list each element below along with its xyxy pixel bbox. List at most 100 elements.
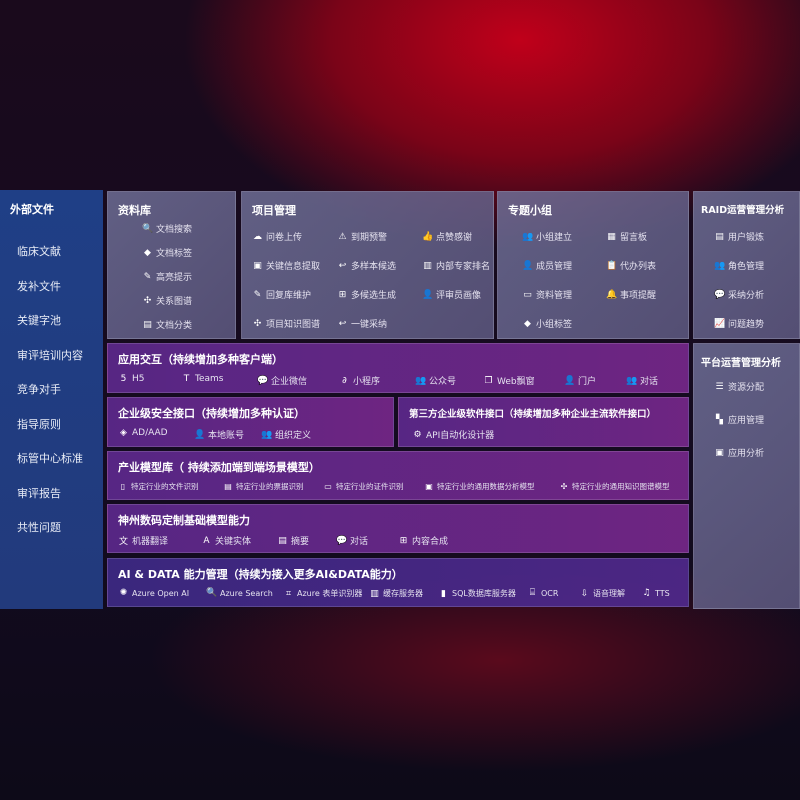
sidebar-item[interactable]: 审评培训内容 [17,348,83,362]
group-item[interactable]: ▦ 留言板 [606,230,647,244]
trend-icon: 📈 [714,318,726,329]
platform-item[interactable]: ▚ 应用管理 [714,413,764,427]
library-item[interactable]: ✎ 高亮提示 [142,270,192,284]
project-item[interactable]: ↩ 一键采纳 [337,317,388,331]
graph-icon: ✣ [253,318,262,329]
document-category-icon: ▤ [143,319,152,330]
library-item[interactable]: ✣ 关系图谱 [142,294,192,308]
app-item[interactable]: ∂ 小程序 [339,374,380,388]
users-icon: 👥 [714,260,726,271]
base-title: 神州数码定制基础模型能力 [118,514,250,527]
raid-item[interactable]: 👥 角色管理 [714,259,764,273]
project-item[interactable]: ⚠ 到期预警 [337,230,387,244]
ai-item-label: SQL数据库服务器 [452,589,516,598]
project-item[interactable]: ⊞ 多候选生成 [337,288,396,302]
industry-item[interactable]: ▤ 特定行业的票据识别 [223,481,303,492]
compose-icon: ⊞ [399,535,408,546]
library-item[interactable]: ◆ 文档标签 [142,246,193,260]
project-item[interactable]: ✎ 回复库维护 [252,288,311,302]
document-search-icon: 🔍 [142,223,154,234]
ai-item[interactable]: ♫ TTS [641,588,669,598]
app-item[interactable]: 👥 公众号 [415,374,456,388]
industry-item[interactable]: ▯ 特定行业的文件识别 [118,481,199,492]
library-item[interactable]: ▤ 文档分类 [142,318,192,332]
ai-item[interactable]: 🔍 Azure Search [206,588,273,598]
app-interaction-panel: 应用交互（持续增加多种客户端） 5 H5 T Teams 💬 企业微信 ∂ 小程序 👥 公众号 ❐ We… [107,343,689,393]
app-item[interactable]: 💬 企业微信 [257,374,307,388]
raid-item[interactable]: 💬 采纳分析 [714,288,765,302]
sidebar-item[interactable]: 审评报告 [17,486,61,500]
library-item-label: 文档标签 [156,249,193,259]
project-item-label: 一键采纳 [351,320,388,330]
ai-item[interactable]: ✺ Azure Open AI [118,588,189,598]
security-item[interactable]: 👥 组织定义 [261,428,311,442]
group-item[interactable]: 🔔 事项提醒 [606,288,656,302]
group-title: 专题小组 [508,204,552,217]
ai-item[interactable]: ▮ SQL数据库服务器 [438,588,516,599]
sidebar-item[interactable]: 共性问题 [17,521,61,534]
ai-item[interactable]: ⌸ OCR [527,588,559,598]
project-item[interactable]: 👍 点赞感谢 [422,230,472,244]
id-card-icon: ▭ [324,482,332,491]
library-item[interactable]: 🔍 文档搜索 [142,222,192,236]
sidebar-item[interactable]: 关键字池 [17,314,61,327]
base-item[interactable]: ⊞ 内容合成 [398,534,448,548]
sidebar-item[interactable]: 指导原则 [17,417,61,431]
security-item[interactable]: 👤 本地账号 [194,428,244,442]
sidebar-item[interactable]: 发补文件 [17,279,61,293]
base-item[interactable]: ▤ 摘要 [277,534,309,548]
app-item[interactable]: 👤 门户 [564,374,596,388]
sidebar-item[interactable]: 竞争对手 [17,383,61,396]
sidebar-item[interactable]: 临床文献 [17,245,61,258]
project-item[interactable]: 👤 评审员画像 [422,288,481,302]
group-item[interactable]: ▭ 资料管理 [522,288,573,302]
project-item[interactable]: ✣ 项目知识图谱 [252,317,320,331]
gear-icon: ⚙ [413,429,422,440]
group-item[interactable]: ◆ 小组标签 [522,317,572,331]
base-item[interactable]: 💬 对话 [336,534,368,548]
security-item[interactable]: ◈ AD/AAD [118,428,168,438]
raid-item-label: 采纳分析 [728,291,765,301]
thirdparty-title: 第三方企业级软件接口（持续增加多种企业主流软件接口） [409,409,657,420]
project-item[interactable]: ▣ 关键信息提取 [252,259,321,273]
raid-item[interactable]: ▤ 用户锻炼 [714,230,764,244]
project-item[interactable]: ▥ 内部专家排名 [422,259,490,273]
raid-item[interactable]: 📈 问题趋势 [714,317,765,331]
base-item[interactable]: A 关键实体 [201,534,252,548]
member-icon: 👤 [522,260,534,271]
app-item[interactable]: 5 H5 [118,374,145,384]
project-item-label: 多样本候选 [351,262,397,272]
ai-item[interactable]: ⌗ Azure 表单识别器 [283,588,362,599]
group-item-label: 资料管理 [536,291,573,301]
raid-item-label: 问题趋势 [728,320,765,330]
azure-search-icon: 🔍 [206,588,218,598]
raid-title: RAID运营管理分析 [701,205,785,216]
platform-item[interactable]: ▣ 应用分析 [714,446,764,460]
app-item[interactable]: T Teams [181,374,224,384]
industry-item[interactable]: ▭ 特定行业的证件识别 [323,481,404,492]
base-item-label: 关键实体 [215,537,252,547]
app-item[interactable]: ❐ Web飘窗 [483,374,534,388]
thirdparty-item[interactable]: ⚙ API自动化设计器 [412,428,494,442]
puzzle-icon: ⊞ [338,289,347,300]
ai-item[interactable]: ⇩ 语音理解 [579,588,625,599]
industry-item[interactable]: ▣ 特定行业的通用数据分析模型 [424,481,534,492]
ai-item[interactable]: ▥ 缓存服务器 [369,588,423,599]
sidebar-item[interactable]: 标管中心标准 [17,452,83,465]
group-item[interactable]: 👤 成员管理 [522,259,572,273]
industry-item-label: 特定行业的证件识别 [336,482,404,491]
group-item[interactable]: 📋 代办列表 [606,259,656,273]
app-item[interactable]: 👥 对话 [626,374,658,388]
group-item[interactable]: 👥 小组建立 [522,230,572,244]
bell-icon: 🔔 [606,289,618,300]
project-item[interactable]: ↩ 多样本候选 [337,259,397,273]
industry-item[interactable]: ✣ 特定行业的通用知识图谱模型 [559,481,670,492]
group-panel: 专题小组 👥 小组建立 ▦ 留言板 👤 成员管理 📋 代办列表 ▭ 资料管理 🔔 事项提醒 ◆ 小组标签 [497,191,689,339]
platform-item[interactable]: ☰ 资源分配 [714,380,764,394]
tts-icon: ♫ [642,588,651,598]
project-item-label: 关键信息提取 [266,262,321,272]
sidebar-title: 外部文件 [10,203,54,216]
ranking-icon: ▥ [423,260,432,271]
project-item[interactable]: ☁ 问卷上传 [252,230,302,244]
base-item[interactable]: 文机器翻译 [118,534,168,547]
